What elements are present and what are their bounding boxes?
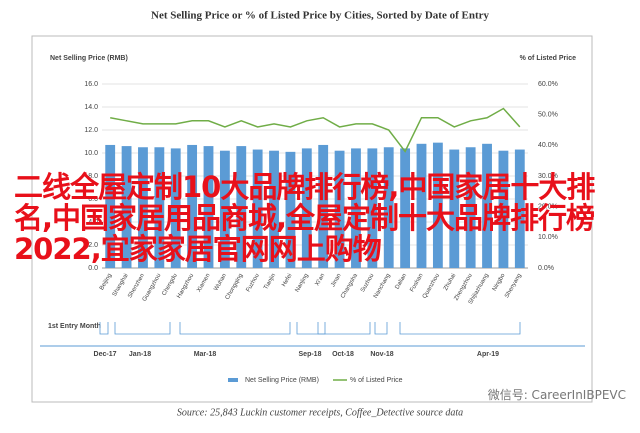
y-axis-title: Net Selling Price (RMB)	[50, 55, 128, 62]
bar	[187, 144, 198, 268]
bar	[285, 151, 296, 268]
x-tick-label: Hangzhou	[176, 273, 195, 300]
x-tick-label: Hefei	[281, 273, 293, 288]
timeline-bracket	[296, 322, 326, 335]
bar	[154, 147, 165, 268]
y-tick-label: 10.0	[84, 150, 98, 157]
y2-tick-label: 50.0%	[538, 112, 558, 119]
y-tick-label: 14.0	[84, 104, 98, 111]
x-tick-label: Quanzhou	[422, 273, 441, 300]
timeline-month: Sep-18	[299, 351, 322, 358]
y2-tick-label: 30.0%	[538, 173, 558, 180]
bar	[170, 148, 181, 268]
x-tick-label: Beijing	[99, 273, 113, 292]
bar	[334, 150, 345, 268]
x-tick-label: Xiamen	[196, 273, 211, 294]
y2-tick-label: 40.0%	[538, 142, 558, 149]
timeline-bracket	[179, 322, 291, 335]
timeline-bracket	[114, 322, 171, 335]
bar	[482, 143, 492, 268]
chart-title: Net Selling Price or % of Listed Price b…	[151, 10, 489, 22]
bar	[219, 150, 230, 268]
timeline-month: Jan-18	[129, 351, 151, 358]
y-tick-label: 8.0	[88, 173, 98, 180]
bar	[498, 150, 509, 268]
x-tick-label: Tianjin	[263, 273, 277, 291]
y-tick-label: 0.0	[88, 265, 98, 272]
y2-tick-label: 0.0%	[538, 265, 554, 272]
timeline-month: Dec-17	[94, 351, 117, 358]
timeline-month: Mar-18	[194, 351, 217, 358]
x-tick-label: Shenyang	[504, 273, 523, 299]
bar	[416, 143, 427, 268]
x-tick-label: Shanghai	[112, 273, 130, 298]
x-tick-label: Nanjing	[295, 273, 310, 294]
x-tick-label: Zhuhai	[443, 273, 457, 292]
bar	[252, 149, 263, 268]
bar	[351, 148, 361, 268]
x-tick-label: Suzhou	[360, 273, 375, 294]
timeline-month: Apr-19	[477, 351, 499, 358]
chart-frame	[31, 35, 593, 403]
bar	[400, 148, 411, 268]
y2-tick-label: 20.0%	[538, 204, 558, 211]
source: Source: 25,843 Luckin customer receipts,…	[177, 407, 463, 418]
timeline-bracket	[399, 322, 521, 335]
x-tick-label: Chongqing	[225, 273, 245, 301]
legend-swatch	[228, 378, 238, 382]
timeline-bracket	[99, 322, 109, 335]
x-tick-label: Fuzhou	[246, 273, 261, 293]
legend-label: Net Selling Price (RMB)	[245, 377, 319, 384]
y-tick-label: 12.0	[84, 127, 98, 134]
bar	[432, 142, 443, 268]
bar	[269, 150, 279, 268]
timeline-month: Oct-18	[332, 351, 354, 358]
overlay-text: 二线全屋定制10大品牌排行榜,中国家居十大排名,中国家居用品商城,全屋定制十大品…	[14, 170, 595, 266]
bar	[514, 149, 525, 268]
x-tick-label: Changsha	[340, 272, 359, 299]
bar	[465, 147, 476, 268]
y-tick-label: 6.0	[88, 196, 98, 203]
timeline-label: 1st Entry Month	[48, 323, 101, 330]
timeline-bracket	[374, 322, 388, 335]
x-tick-label: Ningbo	[492, 272, 507, 292]
bar	[367, 148, 378, 268]
x-tick-label: Xi'an	[315, 273, 327, 287]
bar	[449, 149, 460, 268]
x-tick-label: Foshan	[409, 273, 424, 293]
x-tick-label: Chengdu	[161, 273, 178, 297]
watermark: 微信号: CareerInIBPEVC	[487, 388, 626, 402]
x-tick-label: Dalian	[395, 273, 409, 291]
bar	[203, 146, 214, 268]
y2-tick-label: 10.0%	[538, 234, 558, 241]
y-tick-label: 4.0	[88, 219, 98, 226]
x-tick-label: Wuhan	[213, 273, 228, 292]
line	[110, 107, 521, 153]
timeline-month: Nov-18	[370, 351, 393, 358]
bar	[301, 148, 312, 268]
x-tick-label: Jinan	[330, 273, 342, 288]
legend-label: % of Listed Price	[350, 377, 403, 384]
timeline-bracket	[317, 322, 371, 335]
y2-tick-label: 60.0%	[538, 81, 558, 88]
y-tick-label: 16.0	[84, 81, 98, 88]
bar	[105, 144, 116, 268]
bar	[383, 147, 394, 268]
bar	[236, 146, 247, 268]
bar	[138, 147, 148, 268]
bar	[318, 144, 329, 268]
bar	[121, 146, 132, 268]
x-tick-label: Nanchang	[373, 273, 392, 300]
y-tick-label: 2.0	[88, 242, 98, 249]
y2-axis-title: % of Listed Price	[520, 55, 577, 62]
